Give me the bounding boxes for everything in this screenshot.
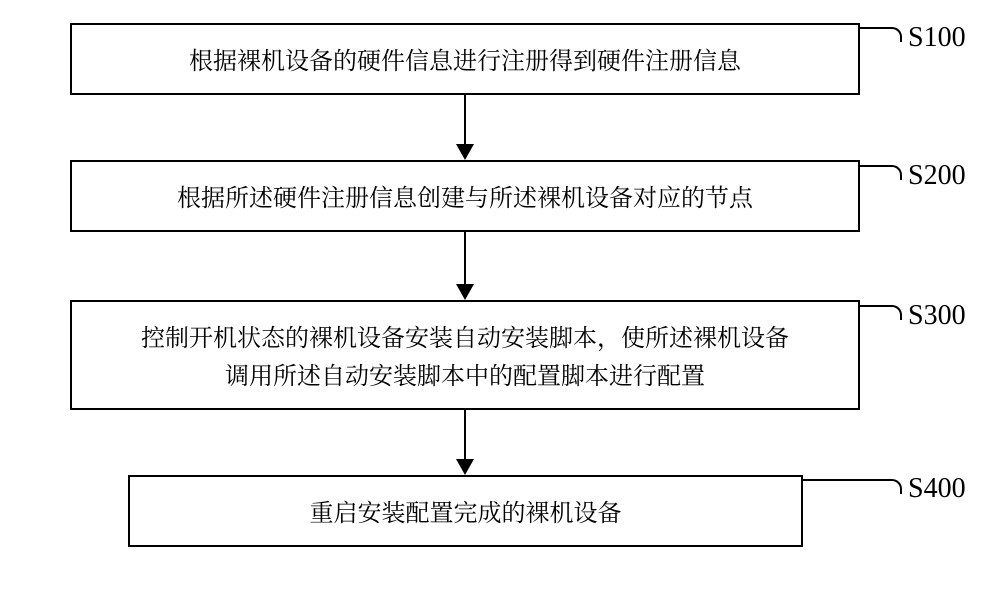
arrow-s100-s200-line [464, 95, 466, 144]
step-label-s400: S400 [908, 473, 966, 505]
step-label-s100: S100 [908, 22, 966, 54]
flow-step-s400: 重启安装配置完成的裸机设备 [128, 475, 803, 547]
leader-s300 [858, 305, 902, 320]
flow-step-s200: 根据所述硬件注册信息创建与所述裸机设备对应的节点 [70, 160, 860, 232]
flow-step-s200-text: 根据所述硬件注册信息创建与所述裸机设备对应的节点 [177, 177, 753, 215]
flowchart-canvas: 根据裸机设备的硬件信息进行注册得到硬件注册信息 S100 根据所述硬件注册信息创… [0, 0, 1000, 595]
arrow-s200-s300-line [464, 232, 466, 284]
leader-s100 [858, 27, 902, 42]
arrow-s100-s200-head [456, 144, 474, 160]
leader-s400 [801, 479, 902, 494]
step-label-s300: S300 [908, 300, 966, 332]
arrow-s300-s400-head [456, 459, 474, 475]
step-label-s200: S200 [908, 160, 966, 192]
flow-step-s100-text: 根据裸机设备的硬件信息进行注册得到硬件注册信息 [189, 40, 741, 78]
flow-step-s400-text: 重启安装配置完成的裸机设备 [310, 492, 622, 530]
arrow-s300-s400-line [464, 410, 466, 459]
flow-step-s300-text: 控制开机状态的裸机设备安装自动安装脚本，使所述裸机设备 调用所述自动安装脚本中的… [141, 317, 789, 394]
flow-step-s300: 控制开机状态的裸机设备安装自动安装脚本，使所述裸机设备 调用所述自动安装脚本中的… [70, 300, 860, 410]
leader-s200 [858, 165, 902, 180]
flow-step-s100: 根据裸机设备的硬件信息进行注册得到硬件注册信息 [70, 23, 860, 95]
arrow-s200-s300-head [456, 284, 474, 300]
